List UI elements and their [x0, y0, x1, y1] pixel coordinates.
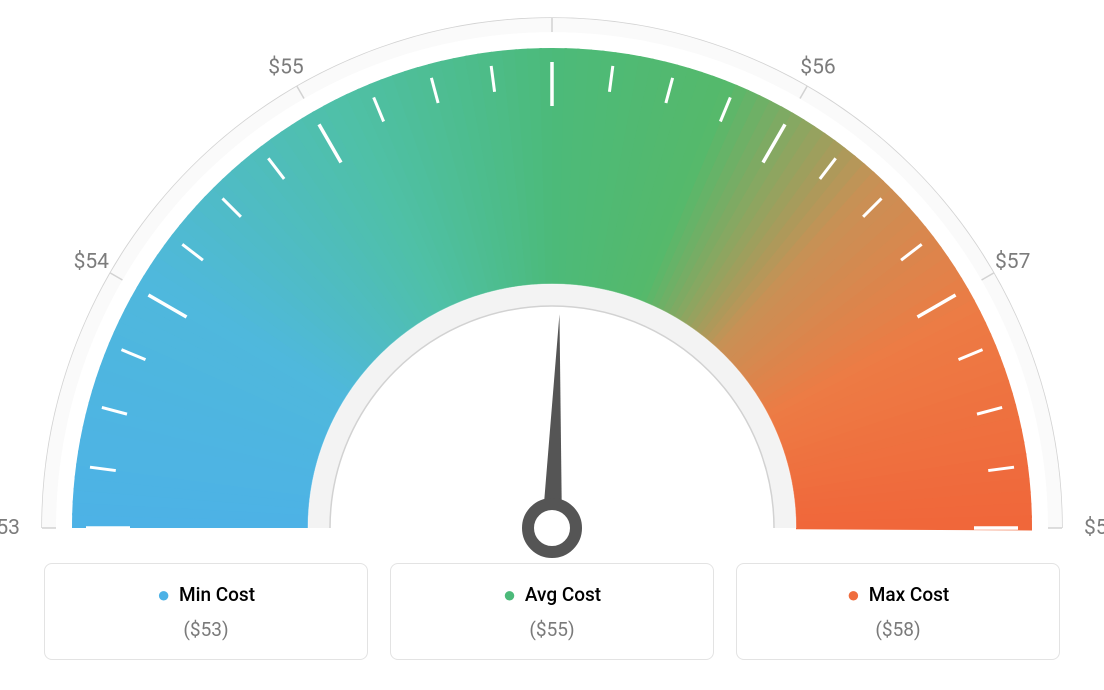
legend-min-value: ($53): [55, 618, 357, 641]
legend-card-avg: ● Avg Cost ($55): [390, 563, 714, 660]
legend-min-label: Min Cost: [179, 583, 255, 606]
dot-icon: ●: [847, 583, 860, 608]
dot-icon: ●: [157, 583, 170, 608]
tick-label: $55: [534, 0, 569, 2]
dot-icon: ●: [503, 583, 516, 608]
tick-label: $54: [74, 250, 110, 274]
gauge-svg: $53 $54 $55 $55 $56 $57 $58: [0, 0, 1104, 580]
legend-max-value: ($58): [747, 618, 1049, 641]
legend-min-title: ● Min Cost: [55, 582, 357, 608]
legend-card-max: ● Max Cost ($58): [736, 563, 1060, 660]
legend-max-title: ● Max Cost: [747, 582, 1049, 608]
legend-avg-title: ● Avg Cost: [401, 582, 703, 608]
gauge-needle: [542, 314, 562, 528]
tick-label: $56: [800, 55, 835, 79]
legend-row: ● Min Cost ($53) ● Avg Cost ($55) ● Max …: [44, 563, 1060, 660]
gauge-chart-container: $53 $54 $55 $55 $56 $57 $58 ● Min Cost ($53) ●…: [0, 0, 1104, 690]
legend-avg-label: Avg Cost: [525, 583, 601, 606]
tick-label: $53: [0, 516, 20, 540]
tick-label: $57: [995, 250, 1030, 274]
tick-label: $55: [268, 55, 303, 79]
legend-avg-value: ($55): [401, 618, 703, 641]
legend-card-min: ● Min Cost ($53): [44, 563, 368, 660]
tick-label: $58: [1084, 516, 1104, 540]
legend-max-label: Max Cost: [869, 583, 949, 606]
needle-hub: [528, 504, 576, 552]
